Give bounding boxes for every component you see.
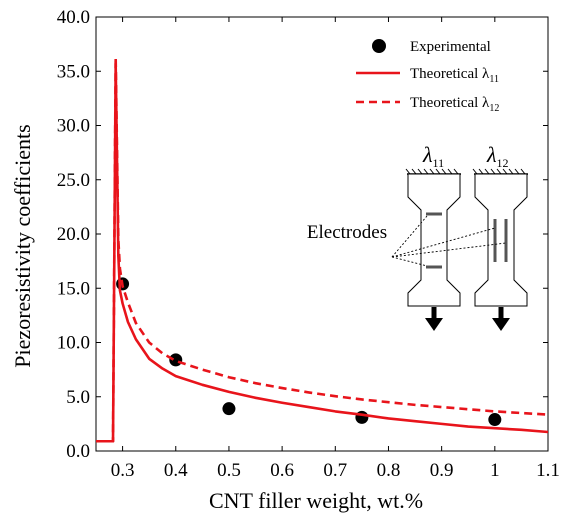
y-tick-label: 10.0 [57,333,90,354]
y-axis-label: Piezoresistivity coefficients [10,124,35,367]
x-tick-label: 1 [490,460,500,481]
load-arrow-right [492,307,510,331]
specimen-right [474,173,528,307]
data-layer [96,55,548,443]
y-tick-label: 25.0 [57,170,90,191]
x-tick-label: 0.7 [323,460,347,481]
x-tick-label: 0.3 [111,460,135,481]
legend-label-lambda12: Theoretical λ12 [410,95,499,114]
axis-ticks: 0.0 5.0 10.0 15.0 20.0 25.0 30.0 35.0 40.0 0.3 0.4… [57,7,560,481]
experimental-point [169,353,183,367]
x-tick-label: 0.4 [164,460,188,481]
legend-label-lambda11: Theoretical λ11 [410,66,499,85]
x-tick-label: 1.1 [536,460,560,481]
specimen-left [407,173,461,307]
y-tick-label: 5.0 [66,387,90,408]
experimental-point [488,413,502,427]
theoretical-lambda12-line [96,55,548,443]
inset-label-lambda12: λ12 [486,142,509,170]
x-tick-label: 0.8 [377,460,401,481]
specimen-schematic-inset: λ11 λ12 Electrodes [307,142,528,331]
experimental-point [222,402,236,416]
legend-label-experimental: Experimental [410,39,491,55]
load-arrow-left [425,307,443,331]
y-tick-label: 20.0 [57,224,90,245]
x-tick-label: 0.6 [270,460,294,481]
inset-label-lambda11: λ11 [422,142,444,170]
legend-marker-experimental [372,39,386,53]
x-tick-label: 0.9 [430,460,454,481]
y-tick-label: 30.0 [57,116,90,137]
y-tick-label: 35.0 [57,61,90,82]
x-tick-label: 0.5 [217,460,241,481]
electrode-leader-lines [391,215,507,267]
electrodes-label: Electrodes [307,222,387,243]
y-tick-label: 40.0 [57,7,90,28]
y-tick-label: 15.0 [57,278,90,299]
legend: Experimental Theoretical λ11 Theoretical… [356,39,499,114]
x-axis-label: CNT filler weight, wt.% [209,488,423,513]
theoretical-lambda11-line [96,62,548,443]
y-tick-label: 0.0 [66,441,90,462]
